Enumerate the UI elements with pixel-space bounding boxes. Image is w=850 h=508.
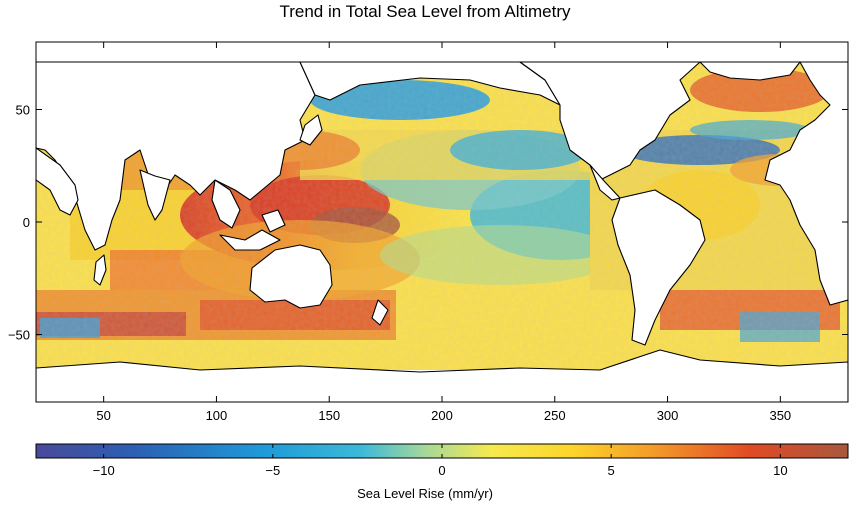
y-axis: 50 0 −50 <box>8 103 848 343</box>
y-tick-label: 0 <box>23 215 30 230</box>
land-masses <box>36 61 848 402</box>
x-tick-label: 100 <box>206 408 228 423</box>
x-tick-label: 250 <box>544 408 566 423</box>
colorbar-tick-label: −5 <box>265 463 280 478</box>
sea-level-field <box>36 61 848 402</box>
x-tick-label: 200 <box>431 408 453 423</box>
colorbar-tick-label: 5 <box>608 463 615 478</box>
colorbar-tick-label: 10 <box>773 463 787 478</box>
x-tick-label: 300 <box>657 408 679 423</box>
x-axis: 50 100 150 200 250 300 350 <box>96 42 791 423</box>
y-tick-label: 50 <box>16 103 30 118</box>
x-tick-label: 350 <box>769 408 791 423</box>
y-tick-label: −50 <box>8 328 30 343</box>
x-tick-label: 150 <box>318 408 340 423</box>
colorbar-label: Sea Level Rise (mm/yr) <box>357 486 493 501</box>
colorbar-tick-label: −10 <box>93 463 115 478</box>
colorbar-tick-label: 0 <box>438 463 445 478</box>
colorbar-ticks: −10 −5 0 5 10 <box>93 444 788 478</box>
x-tick-label: 50 <box>96 408 110 423</box>
map-title: Trend in Total Sea Level from Altimetry <box>279 2 571 21</box>
